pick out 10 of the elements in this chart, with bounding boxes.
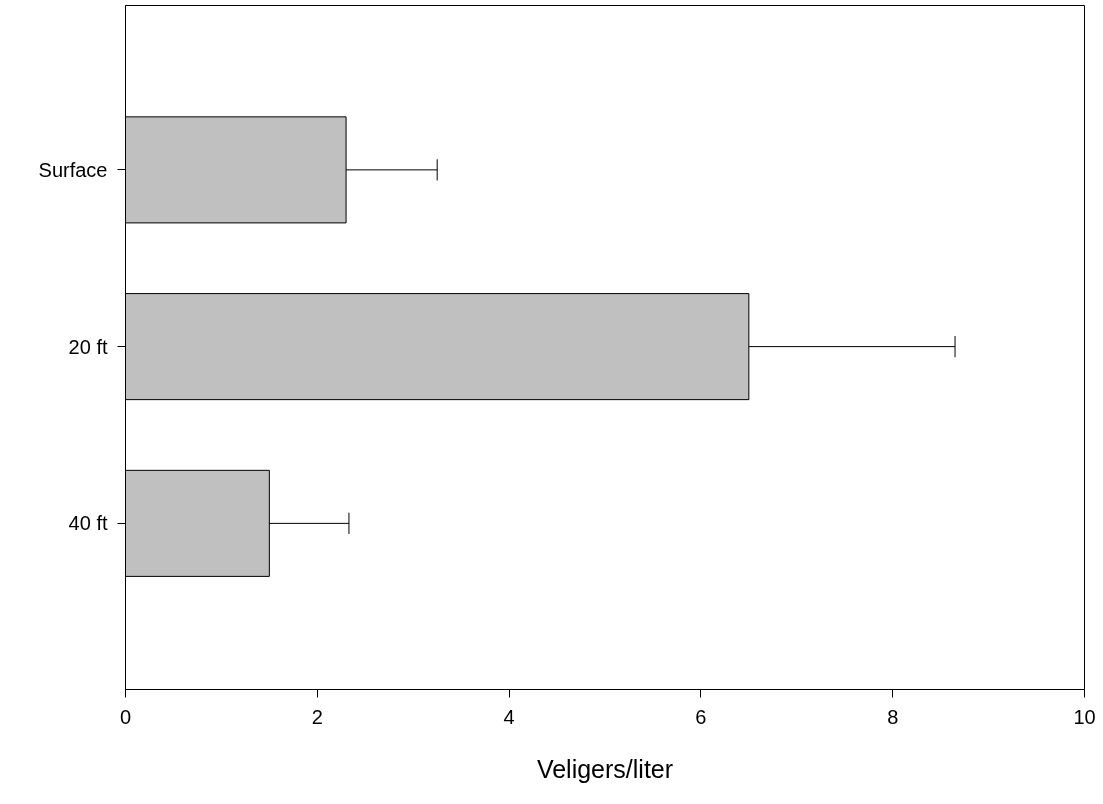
y-tick-label: Surface (38, 158, 108, 181)
x-axis-title: Veligers/liter (536, 754, 674, 783)
x-tick-label: 4 (503, 705, 515, 728)
x-tick-label: 2 (311, 705, 323, 728)
x-tick-label: 8 (887, 705, 899, 728)
x-tick-label: 0 (119, 705, 132, 728)
y-tick-label: 20 ft (68, 335, 108, 358)
x-tick-label: 10 (1073, 705, 1096, 728)
y-tick-label: 40 ft (68, 512, 108, 535)
x-tick-label: 6 (695, 705, 707, 728)
